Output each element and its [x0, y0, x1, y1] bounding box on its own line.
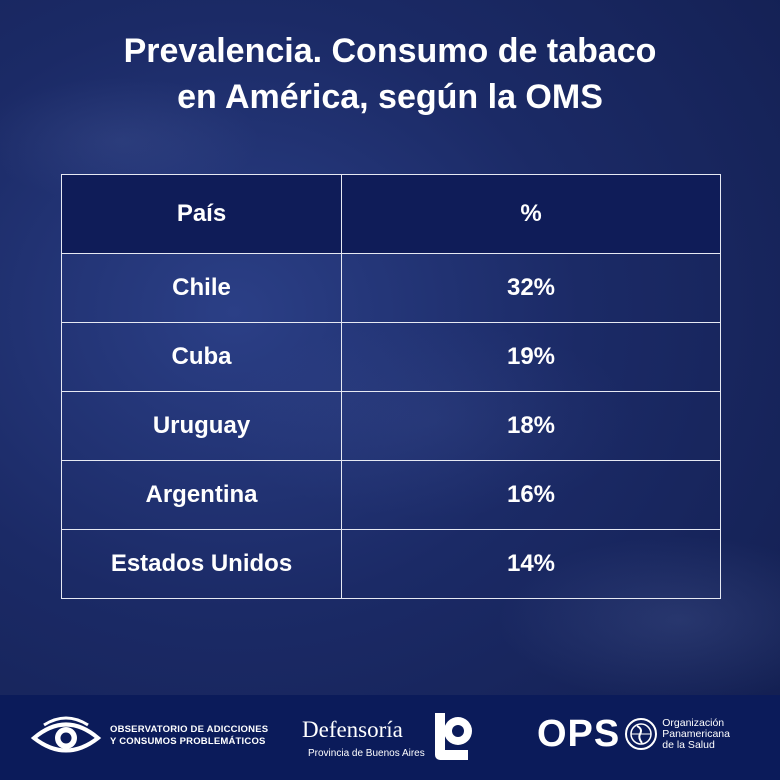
defensoria-subtitle: Provincia de Buenos Aires [308, 748, 425, 759]
header-country: País [61, 174, 342, 254]
cell-country: Uruguay [61, 391, 342, 461]
ops-logo: OPS Organización Panamericana de la Salu… [537, 713, 730, 755]
observatorio-line-2: Y CONSUMOS PROBLEMÁTICOS [110, 736, 266, 747]
table-header-row: País % [61, 174, 721, 254]
observatorio-logo: OBSERVATORIO DE ADICCIONES Y CONSUMOS PR… [30, 713, 268, 759]
page-title: Prevalencia. Consumo de tabaco en Améric… [0, 28, 780, 120]
table-row: Chile 32% [61, 253, 721, 323]
cell-percent: 18% [341, 391, 721, 461]
prevalence-table: País % Chile 32% Cuba 19% Uruguay 18% Ar… [61, 174, 721, 599]
ops-line-2: Panamericana [662, 727, 730, 740]
table-row: Cuba 19% [61, 322, 721, 392]
footer-bar: OBSERVATORIO DE ADICCIONES Y CONSUMOS PR… [0, 695, 780, 780]
observatorio-line-1: OBSERVATORIO DE ADICCIONES [110, 724, 269, 735]
ops-fullname: Organización Panamericana de la Salud [662, 716, 730, 751]
globe-emblem-icon [625, 718, 658, 750]
table-row: Estados Unidos 14% [61, 529, 721, 599]
ops-line-3: de la Salud [662, 738, 715, 751]
defensoria-name: Defensoría [302, 717, 403, 742]
cell-percent: 16% [341, 460, 721, 530]
defensoria-mark-icon [435, 713, 472, 760]
table-row: Argentina 16% [61, 460, 721, 530]
cell-country: Chile [61, 253, 342, 323]
cell-country: Estados Unidos [61, 529, 342, 599]
table-row: Uruguay 18% [61, 391, 721, 461]
cell-percent: 14% [341, 529, 721, 599]
title-line-1: Prevalencia. Consumo de tabaco [123, 32, 657, 70]
cell-country: Cuba [61, 322, 342, 392]
ops-line-1: Organización [662, 716, 725, 729]
cell-percent: 19% [341, 322, 721, 392]
header-percent: % [341, 174, 721, 254]
ops-abbreviation: OPS [537, 713, 621, 755]
title-line-2: en América, según la OMS [177, 78, 603, 116]
eye-logo-icon [30, 716, 102, 753]
cell-country: Argentina [61, 460, 342, 530]
cell-percent: 32% [341, 253, 721, 323]
observatorio-label: OBSERVATORIO DE ADICCIONES Y CONSUMOS PR… [110, 724, 268, 748]
